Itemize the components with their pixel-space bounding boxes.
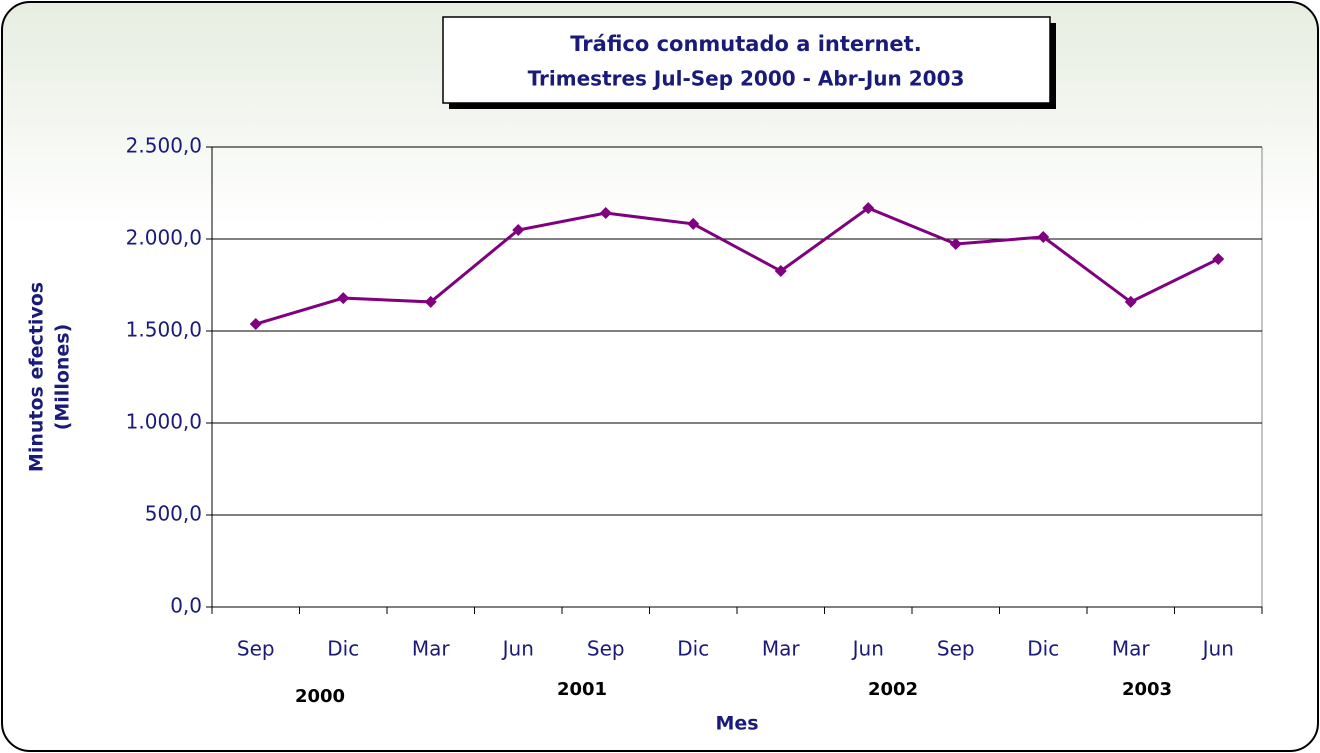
data-point	[1124, 295, 1137, 308]
data-point	[337, 292, 350, 305]
series-line	[255, 206, 1219, 326]
data-point	[949, 237, 962, 250]
x-tick-label: Sep	[237, 637, 275, 661]
y-tick-label: 500,0	[145, 502, 202, 526]
x-tick-label: Dic	[677, 637, 709, 661]
y-axis-label: (Millones)	[52, 324, 74, 431]
chart-title: Trimestres Jul-Sep 2000 - Abr-Jun 2003	[528, 67, 965, 91]
x-tick-label: Sep	[587, 637, 625, 661]
x-tick-label: Jun	[501, 637, 534, 661]
title-box	[442, 16, 1051, 104]
group-label: 2002	[868, 679, 918, 700]
data-point	[1037, 230, 1050, 243]
x-tick-label: Mar	[1112, 637, 1151, 661]
data-point	[774, 265, 787, 278]
y-tick-label: 2.000,0	[126, 226, 202, 250]
data-point	[512, 223, 525, 236]
x-tick-label: Jun	[851, 637, 884, 661]
x-tick-label: Mar	[412, 637, 451, 661]
group-label: 2001	[557, 679, 607, 700]
x-axis-label: Mes	[715, 713, 758, 735]
x-tick-label: Sep	[937, 637, 975, 661]
x-tick-label: Dic	[327, 637, 359, 661]
data-point	[599, 207, 612, 220]
group-label: 2000	[295, 686, 345, 707]
data-point	[249, 318, 262, 331]
data-point	[1212, 253, 1225, 266]
group-label: 2003	[1122, 679, 1172, 700]
y-axis-label: Minutos efectivos	[26, 282, 48, 472]
data-point	[862, 202, 875, 215]
y-tick-label: 1.000,0	[126, 410, 202, 434]
x-tick-label: Dic	[1027, 637, 1059, 661]
data-point	[687, 217, 700, 230]
data-point	[424, 295, 437, 308]
y-tick-label: 0,0	[170, 594, 202, 618]
y-tick-label: 2.500,0	[126, 134, 202, 158]
x-tick-label: Mar	[762, 637, 801, 661]
y-tick-label: 1.500,0	[126, 318, 202, 342]
chart-title: Tráfico conmutado a internet.	[570, 32, 921, 56]
x-tick-label: Jun	[1201, 637, 1234, 661]
